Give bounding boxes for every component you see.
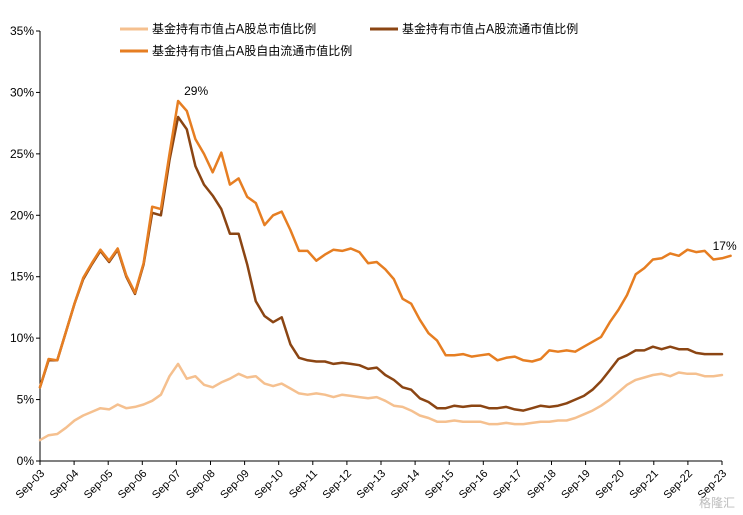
x-tick-label: Sep-22 [662, 468, 696, 502]
x-tick-label: Sep-07 [150, 468, 184, 502]
legend-label-1: 基金持有市值占A股总市值比例 [152, 21, 316, 36]
x-tick-label: Sep-18 [525, 468, 559, 502]
x-tick-label: Sep-09 [218, 468, 252, 502]
x-tick-label: Sep-20 [593, 468, 627, 502]
annotations: 29% 17% [184, 84, 737, 253]
x-tick-label: Sep-04 [48, 468, 82, 502]
x-tick-label: Sep-13 [355, 468, 389, 502]
legend-label-3: 基金持有市值占A股自由流通市值比例 [152, 43, 352, 58]
x-tick-label: Sep-05 [82, 468, 116, 502]
watermark-text: 格隆汇 [698, 496, 735, 510]
x-tick-label: Sep-06 [116, 468, 150, 502]
series-line-1 [38, 362, 724, 442]
x-tick-label: Sep-12 [321, 468, 355, 502]
legend-label-2: 基金持有市值占A股流通市值比例 [402, 21, 578, 36]
watermark-logo: 格隆汇 [699, 494, 735, 511]
y-tick-label: 0% [17, 454, 35, 468]
x-tick-label: Sep-19 [559, 468, 593, 502]
y-tick-label: 10% [10, 331, 34, 345]
series-line-2 [38, 115, 724, 412]
x-tick-label: Sep-10 [252, 468, 286, 502]
x-tick-label: Sep-11 [287, 468, 320, 501]
data-label-2: 17% [713, 239, 737, 253]
y-tick-label: 35% [10, 24, 34, 38]
legend: 基金持有市值占A股总市值比例 基金持有市值占A股流通市值比例基金持有市值占A股自由… [120, 21, 578, 58]
x-tick-label: Sep-08 [184, 468, 218, 502]
x-tick-label: Sep-14 [389, 468, 423, 502]
y-tick-label: 5% [17, 393, 35, 407]
x-tick-label: Sep-21 [627, 468, 661, 502]
y-tick-label: 20% [10, 208, 34, 222]
series-layer [38, 99, 732, 442]
x-tick-label: Sep-17 [491, 468, 525, 502]
x-axis: Sep-03 Sep-04 Sep-05 Sep-06 Sep-07 Sep-08 Sep-… [14, 460, 729, 502]
y-tick-label: 30% [10, 85, 34, 99]
x-tick-label: Sep-03 [14, 468, 48, 502]
y-axis: 0% 5% 10% 15% 20% 25% 30% 35% [10, 24, 41, 468]
series-line-3 [38, 99, 732, 389]
x-tick-label: Sep-15 [423, 468, 457, 502]
y-tick-label: 25% [10, 147, 34, 161]
x-tick-label: Sep-16 [457, 468, 491, 502]
data-label-1: 29% [184, 84, 208, 98]
y-tick-label: 15% [10, 270, 34, 284]
